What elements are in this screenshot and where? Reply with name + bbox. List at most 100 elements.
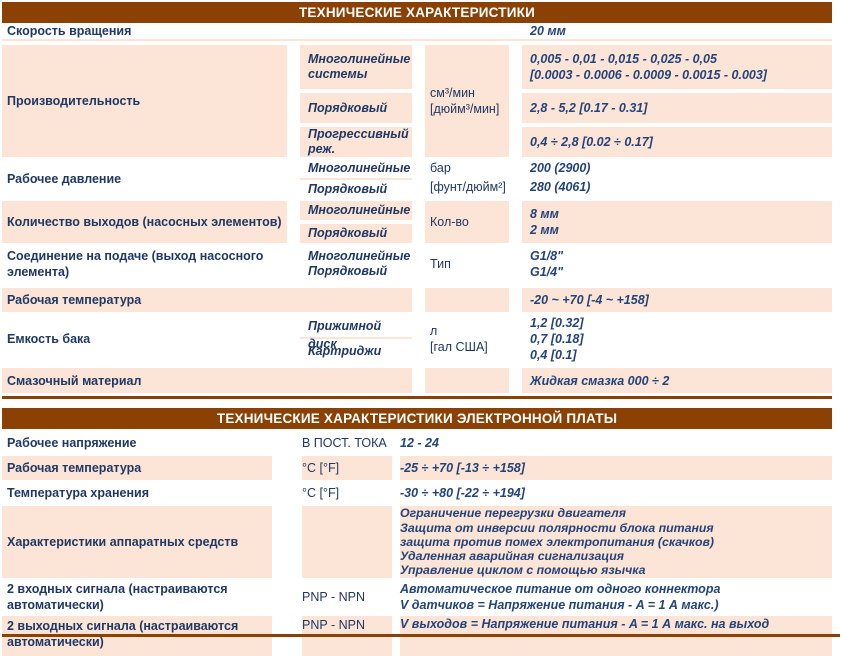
row-label: Скорость вращения [7,24,132,38]
table-row: Рабочее давление Многолинейные Порядковы… [2,159,832,199]
unit-cell: л [гал США] [425,314,509,364]
value-cell: 8 мм 2 мм [522,201,832,243]
sub-column: Многолинейные Порядковый [300,159,412,199]
value-line: V датчиков = Напряжение питания - A = 1 … [400,598,719,612]
row-label: Емкость бака [7,332,91,346]
unit-cell: PNP - NPN [302,590,365,604]
unit-cell: Тип [430,257,451,271]
row-label: Рабочее напряжение [7,435,137,450]
value-line: Удаленная аварийная сигнализация [400,549,624,564]
sub-label: Многолинейные системы [300,45,412,89]
label-line: 2 выходных сигнала (настраиваются [7,619,239,633]
unit-cell: Кол-во [425,201,509,243]
unit-line: бар [430,161,451,175]
unit-cell: В ПОСТ. ТОКА [302,435,387,450]
value-line: 0,7 [0.18] [530,332,584,346]
value-line: защита против помех электропитания (скач… [400,534,715,549]
row-label: Характеристики аппаратных средств [2,506,272,578]
unit-line: л [430,324,438,338]
value-line: 0,005 - 0,01 - 0,015 - 0,025 - 0,05 [530,52,717,66]
value-line: 200 (2900) [530,161,591,175]
table-row: Характеристики аппаратных средств Ограни… [2,506,832,578]
page-bottom-border [2,634,840,637]
unit-cell-empty [425,368,509,393]
table-row: Рабочая температура °C [°F] -25 ÷ +70 [-… [2,456,832,480]
table-row: Производительность Многолинейные системы… [2,45,832,157]
sub-column: Многолинейные Порядковый [300,201,412,243]
value-line: 2 мм [530,223,559,237]
sub-label: Многолинейные [300,201,412,220]
value-line: Защита от инверсии полярности блока пита… [400,520,714,535]
value-cell: G1/8" G1/4" [522,243,832,285]
table-row: Соединение на подаче (выход насосного эл… [2,243,832,285]
value-line: 280 (4061) [530,180,591,194]
unit-line: [гал США] [430,340,488,354]
unit-cell-empty [302,506,392,578]
row-value: -20 ~ +70 [-4 ~ +158] [522,288,832,312]
unit-line: [дюйм³/мин] [430,102,500,116]
value-line: 1,2 [0.32] [530,316,584,330]
sub-label: Картриджи [308,344,382,358]
value-line: Ограничение перегрузки двигателя [400,506,626,521]
value-column: 0,005 - 0,01 - 0,015 - 0,025 - 0,05 [0.0… [522,45,832,157]
sub-label: Порядковый [300,224,412,243]
row-label: Соединение на подаче (выход насосного эл… [7,249,264,279]
label-line: автоматически) [7,598,104,612]
row-label: Смазочный материал [2,368,412,393]
unit-cell-empty [425,288,509,312]
table1-title-bar: ТЕХНИЧЕСКИЕ ХАРАКТЕРИСТИКИ [2,2,832,23]
table-row: Количество выходов (насосных элементов) … [2,201,832,243]
sub-label: Многолинейные [300,159,412,180]
table2-title-bar: ТЕХНИЧЕСКИЕ ХАРАКТЕРИСТИКИ ЭЛЕКТРОННОЙ П… [2,408,832,429]
sub-label: Порядковый [300,93,412,123]
table-row: Температура хранения °C [°F] -30 ÷ +80 [… [2,480,832,506]
value-cell: 1,2 [0.32] 0,7 [0.18] 0,4 [0.1] [522,314,832,364]
sub-label: Порядковый [308,182,388,196]
value-line: Автоматическое питание от одного коннект… [400,582,721,596]
row-label: Температура хранения [7,486,149,500]
sub-column: Многолинейные Порядковый [300,243,412,285]
value-cell: 0,005 - 0,01 - 0,015 - 0,025 - 0,05 [0.0… [522,45,832,89]
sub-label: Прижимной диск [300,317,412,351]
value-cell: Ограничение перегрузки двигателя Защита … [400,506,832,578]
value-line: 0,4 [0.1] [530,348,577,362]
board-specs-table: ТЕХНИЧЕСКИЕ ХАРАКТЕРИСТИКИ ЭЛЕКТРОННОЙ П… [2,408,832,656]
unit-line: см³/мин [430,86,475,100]
table-row: 2 входных сигнала (настраиваются автомат… [2,578,832,616]
value-cell: 200 (2900) 280 (4061) [522,159,832,199]
unit-cell: °C [°F] [302,456,392,480]
row-label: Рабочая температура [2,456,272,480]
table-row: Рабочая температура -20 ~ +70 [-4 ~ +158… [2,288,832,312]
table-row: Емкость бака Прижимной диск Картриджи л … [2,314,832,364]
table-row: Рабочее напряжение В ПОСТ. ТОКА 12 - 24 [2,429,832,456]
row-value: 12 - 24 [400,435,439,450]
row-label: Производительность [2,45,287,157]
specs-table: ТЕХНИЧЕСКИЕ ХАРАКТЕРИСТИКИ Скорость вращ… [2,2,832,399]
row-label: 2 входных сигнала (настраиваются автомат… [2,578,272,616]
value-cell: 2,8 - 5,2 [0.17 - 0.31] [522,93,832,123]
unit-cell: бар [фунт/дюйм²] [425,159,509,199]
table-row: Смазочный материал Жидкая смазка 000 ÷ 2 [2,368,832,393]
value-line: [0.0003 - 0.0006 - 0.0009 - 0.0015 - 0.0… [530,68,767,82]
sub-column: Прижимной диск Картриджи [300,314,412,364]
unit-cell: °C [°F] [302,486,340,500]
unit-cell: см³/мин [дюйм³/мин] [425,45,509,157]
sub-label: Прогрессивный реж. [300,127,412,157]
table1-bottom-border [2,396,832,399]
row-label: Рабочая температура [2,288,412,312]
table-row: Скорость вращения 20 мм [2,23,832,41]
sub-label: Порядковый [308,264,388,278]
row-value: 20 мм [530,24,566,38]
row-label: Рабочее давление [7,172,122,186]
label-line: 2 входных сигнала (настраиваются [7,582,228,596]
value-line: 8 мм [530,207,559,221]
row-value: -30 ÷ +80 [-22 ÷ +194] [400,486,525,500]
value-line: Управление циклом с помощью язычка [400,563,646,578]
value-cell: 0,4 ÷ 2,8 [0.02 ÷ 0.17] [522,127,832,157]
row-label: Количество выходов (насосных элементов) [2,201,287,243]
sub-label: Многолинейные [308,249,411,263]
value-line: G1/4" [530,265,564,279]
value-line: G1/8" [530,249,564,263]
row-value: Жидкая смазка 000 ÷ 2 [522,368,832,393]
